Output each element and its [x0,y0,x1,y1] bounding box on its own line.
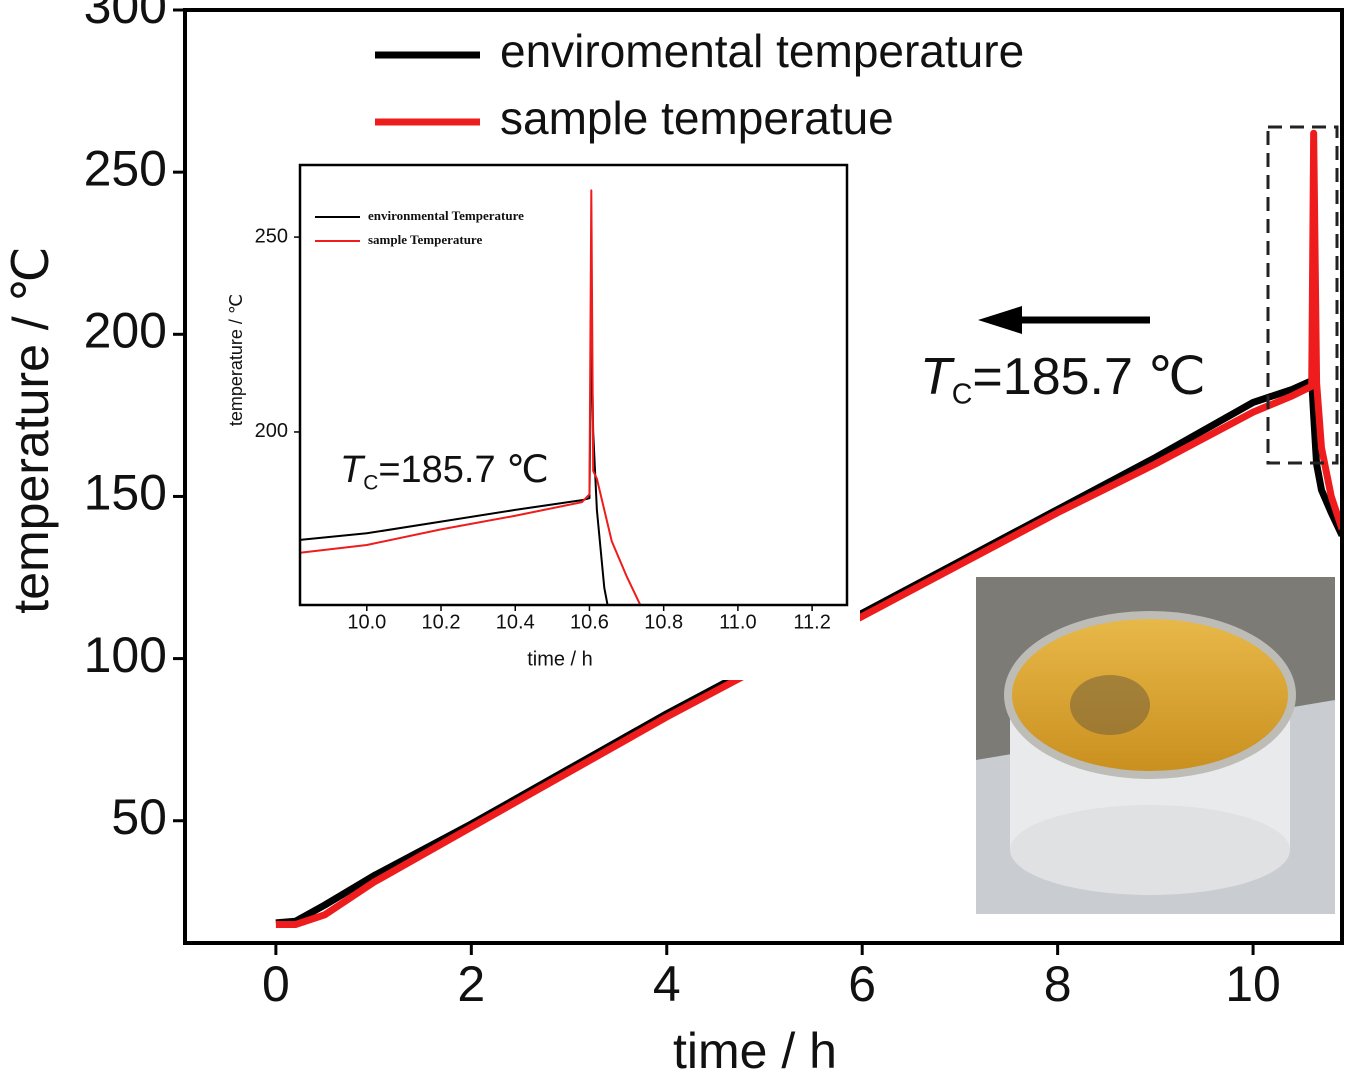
annotation: TC=185.7 ℃ [340,449,549,494]
plot-frame [183,8,1344,945]
annotation: TC=185.7 ℃ [920,348,1206,410]
legend-label: sample temperatue [500,92,894,144]
series-line [300,321,609,605]
y-tick-label: 250 [84,140,167,196]
x-tick-label: 11.2 [793,611,830,633]
legend-label: environmental Temperature [368,208,524,223]
x-tick-label: 2 [457,956,485,1012]
annotation-symbol: T [920,348,955,406]
x-tick-label: 11.0 [719,611,756,633]
annotation-subscript: C [363,471,378,494]
zoom-box [1266,125,1339,465]
y-axis-title: temperature / ℃ [226,294,246,426]
x-tick-label: 10.2 [422,611,461,633]
arrow [978,306,1150,334]
y-tick-label: 200 [255,420,288,442]
x-tick-label: 4 [653,956,681,1012]
main-chart: 0 2 4 6 8 10 50 100 150 200 250 300 time / h temperat… [3,0,1344,1079]
photo [976,577,1335,914]
x-tick-label: 10.8 [644,611,683,633]
y-tick-label: 100 [84,627,167,683]
x-axis-title: time / h [673,1023,837,1079]
plot-lines [300,189,642,605]
x-tick-label: 0 [262,956,290,1012]
y-axis-title: temperature / ℃ [3,246,59,613]
series-line [275,129,1342,929]
annotation-text: =185.7 ℃ [378,449,549,491]
y-tick-label: 300 [84,0,167,34]
annotation-subscript: C [952,378,973,410]
annotation-symbol: T [340,449,366,491]
x-tick-label: 6 [848,956,876,1012]
plot-frame [298,163,849,607]
y-tick-label: 50 [111,789,167,845]
annotation-text: =185.7 ℃ [972,348,1205,406]
y-tick-label: 200 [84,302,167,358]
x-tick-label: 10.0 [347,611,386,633]
legend-label: enviromental temperature [500,25,1024,77]
x-axis-title: time / h [527,648,593,670]
x-tick-label: 8 [1044,956,1072,1012]
legend-label: sample Temperature [368,232,482,247]
y-tick-label: 150 [84,465,167,521]
plot-lines [275,129,1342,929]
x-tick-label: 10.6 [570,611,609,633]
series-line [300,189,642,605]
inset-chart: 10.0 10.2 10.4 10.6 10.8 11.0 11.2 200 250 time /… [226,163,849,670]
x-tick-label: 10 [1225,956,1281,1012]
inset-background [215,160,860,680]
y-tick-label: 250 [255,225,288,247]
x-tick-label: 10.4 [496,611,535,633]
